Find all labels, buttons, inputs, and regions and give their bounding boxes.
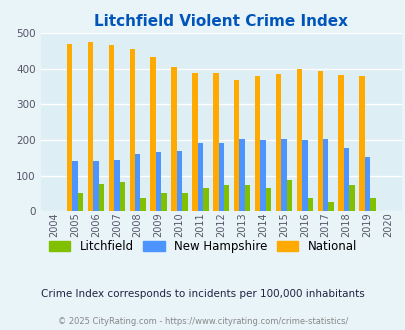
Bar (202, 188, 208, 211)
Bar (317, 71, 322, 211)
Bar (67, 44, 72, 211)
Bar (129, 49, 135, 211)
Bar (78, 193, 83, 211)
Bar (260, 140, 265, 211)
Bar (171, 67, 176, 211)
Bar (239, 139, 244, 211)
Bar (72, 161, 78, 211)
Title: Litchfield Violent Crime Index: Litchfield Violent Crime Index (94, 14, 347, 29)
Bar (182, 193, 187, 211)
Text: Crime Index corresponds to incidents per 100,000 inhabitants: Crime Index corresponds to incidents per… (41, 289, 364, 299)
Bar (224, 185, 229, 211)
Bar (140, 198, 145, 211)
Bar (109, 45, 114, 211)
Legend: Litchfield, New Hampshire, National: Litchfield, New Hampshire, National (44, 236, 361, 258)
Bar (93, 161, 98, 211)
Bar (114, 160, 119, 211)
Bar (358, 76, 364, 211)
Bar (307, 198, 312, 211)
Bar (275, 74, 281, 211)
Bar (286, 180, 291, 211)
Bar (348, 185, 354, 211)
Bar (254, 77, 260, 211)
Bar (87, 42, 93, 211)
Bar (176, 150, 182, 211)
Bar (322, 139, 328, 211)
Bar (98, 184, 104, 211)
Bar (328, 202, 333, 211)
Bar (197, 143, 202, 211)
Bar (218, 143, 224, 211)
Bar (119, 182, 125, 211)
Bar (135, 154, 140, 211)
Bar (281, 139, 286, 211)
Bar (156, 152, 161, 211)
Bar (338, 76, 343, 211)
Bar (192, 73, 197, 211)
Bar (301, 140, 307, 211)
Bar (150, 57, 156, 211)
Text: © 2025 CityRating.com - https://www.cityrating.com/crime-statistics/: © 2025 CityRating.com - https://www.city… (58, 317, 347, 326)
Bar (213, 73, 218, 211)
Bar (265, 188, 271, 211)
Bar (244, 185, 250, 211)
Bar (296, 69, 301, 211)
Bar (233, 81, 239, 211)
Bar (369, 198, 375, 211)
Bar (343, 148, 348, 211)
Bar (364, 157, 369, 211)
Bar (161, 193, 166, 211)
